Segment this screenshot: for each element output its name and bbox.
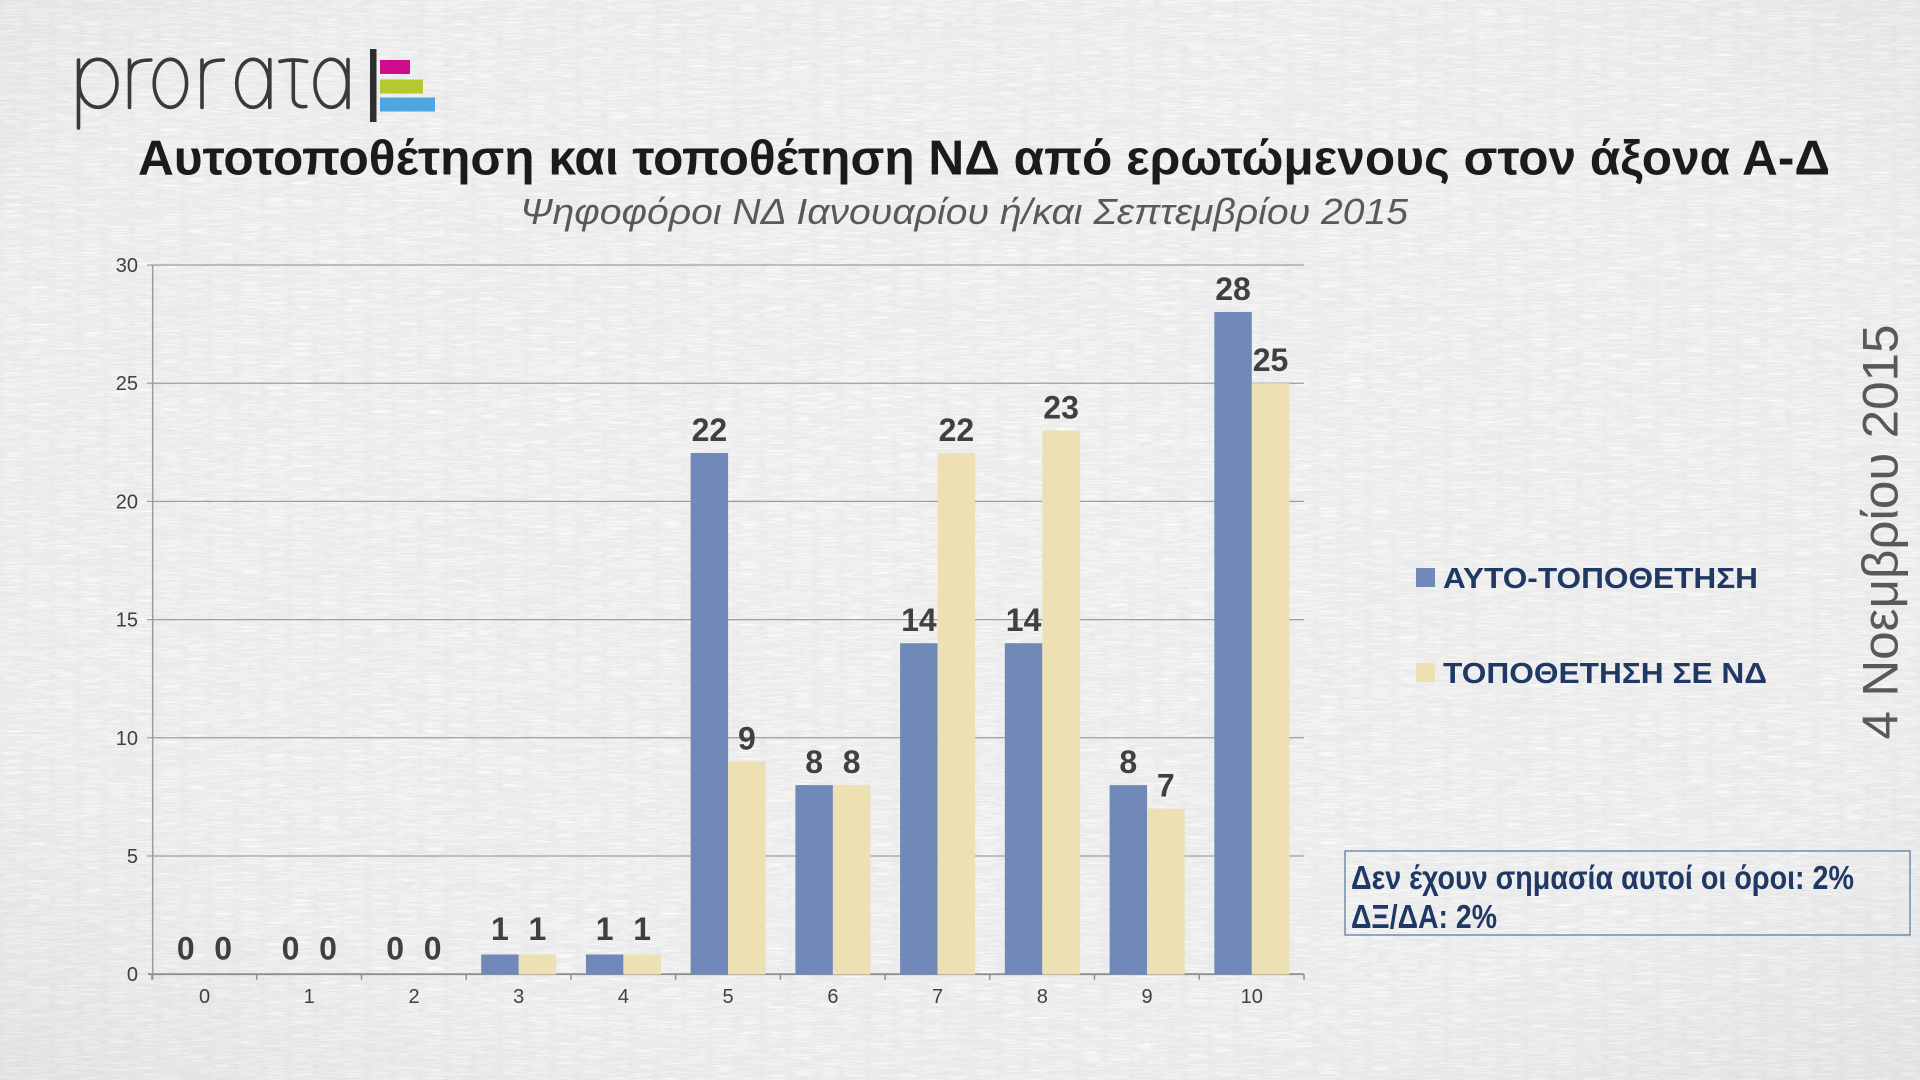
svg-text:22: 22 xyxy=(939,412,975,448)
svg-text:20: 20 xyxy=(116,491,138,513)
svg-text:8: 8 xyxy=(805,744,823,780)
svg-text:10: 10 xyxy=(116,728,138,750)
svg-text:0: 0 xyxy=(319,931,337,967)
svg-text:2: 2 xyxy=(408,986,419,1008)
svg-text:0: 0 xyxy=(177,931,195,967)
svg-text:15: 15 xyxy=(116,610,138,632)
svg-text:22: 22 xyxy=(692,412,728,448)
svg-text:30: 30 xyxy=(116,255,138,277)
svg-text:0: 0 xyxy=(127,964,138,986)
svg-text:0: 0 xyxy=(199,986,210,1008)
svg-text:0: 0 xyxy=(424,931,442,967)
svg-text:1: 1 xyxy=(304,986,315,1008)
svg-text:8: 8 xyxy=(1037,986,1048,1008)
svg-text:Αυτοτοποθέτηση και τοποθέτηση: Αυτοτοποθέτηση και τοποθέτηση ΝΔ από ερω… xyxy=(138,132,1830,186)
svg-text:9: 9 xyxy=(738,720,756,756)
svg-text:ΑΥΤΟ-ΤΟΠΟΘΕΤΗΣΗ: ΑΥΤΟ-ΤΟΠΟΘΕΤΗΣΗ xyxy=(1443,563,1758,595)
svg-text:1: 1 xyxy=(596,911,614,947)
svg-text:8: 8 xyxy=(843,744,861,780)
svg-text:25: 25 xyxy=(1253,342,1289,378)
svg-text:23: 23 xyxy=(1043,390,1079,426)
svg-text:10: 10 xyxy=(1241,986,1263,1008)
svg-text:7: 7 xyxy=(1157,768,1175,804)
svg-text:14: 14 xyxy=(1006,602,1042,638)
svg-text:5: 5 xyxy=(723,986,734,1008)
svg-text:9: 9 xyxy=(1142,986,1153,1008)
svg-text:Ψηφοφόροι ΝΔ Ιανουαρίου ή/και: Ψηφοφόροι ΝΔ Ιανουαρίου ή/και Σεπτεμβρίο… xyxy=(520,191,1409,232)
svg-text:5: 5 xyxy=(127,846,138,868)
svg-text:0: 0 xyxy=(214,931,232,967)
svg-text:14: 14 xyxy=(901,602,937,638)
svg-text:25: 25 xyxy=(116,373,138,395)
svg-text:1: 1 xyxy=(491,911,509,947)
svg-text:0: 0 xyxy=(282,931,300,967)
svg-text:4 Νοεμβρίου 2015: 4 Νοεμβρίου 2015 xyxy=(1853,325,1909,740)
svg-text:ΤΟΠΟΘΕΤΗΣΗ ΣΕ ΝΔ: ΤΟΠΟΘΕΤΗΣΗ ΣΕ ΝΔ xyxy=(1443,658,1767,690)
svg-text:8: 8 xyxy=(1119,744,1137,780)
svg-text:ΔΞ/ΔΑ: 2%: ΔΞ/ΔΑ: 2% xyxy=(1351,898,1497,935)
svg-text:3: 3 xyxy=(513,986,524,1008)
svg-text:28: 28 xyxy=(1215,271,1251,307)
svg-text:4: 4 xyxy=(618,986,629,1008)
svg-text:1: 1 xyxy=(529,911,547,947)
svg-text:0: 0 xyxy=(386,931,404,967)
svg-text:Δεν έχουν σημασία αυτοί οι όρο: Δεν έχουν σημασία αυτοί οι όροι: 2% xyxy=(1351,859,1854,896)
svg-text:1: 1 xyxy=(633,911,651,947)
svg-text:7: 7 xyxy=(932,986,943,1008)
svg-text:6: 6 xyxy=(827,986,838,1008)
